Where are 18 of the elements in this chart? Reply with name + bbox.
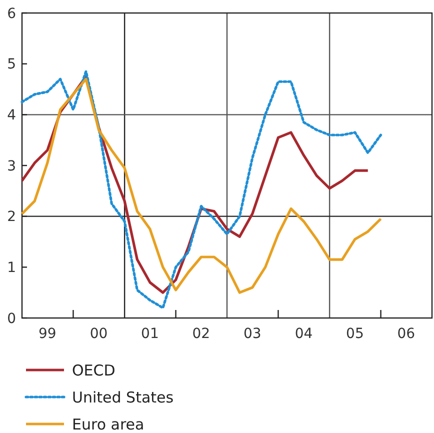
x-tick-label: 05 <box>346 326 364 342</box>
y-tick-label: 4 <box>7 108 16 124</box>
y-tick-label: 1 <box>7 260 16 276</box>
y-tick-label: 0 <box>7 310 16 327</box>
x-tick-label: 00 <box>90 326 108 342</box>
x-tick-label: 02 <box>192 326 210 342</box>
y-tick-label: 2 <box>7 209 16 226</box>
y-tick-label: 3 <box>7 158 16 174</box>
x-tick-label: 04 <box>294 326 313 342</box>
x-tick-label: 03 <box>243 326 262 342</box>
y-tick-label: 6 <box>7 6 16 22</box>
x-tick-label: 01 <box>141 326 159 342</box>
x-tick-label: 99 <box>38 326 56 342</box>
legend-label: OECD <box>72 361 116 380</box>
y-tick-label: 5 <box>7 56 16 73</box>
legend-label: United States <box>72 388 174 406</box>
x-tick-label: 06 <box>397 326 416 342</box>
legend-label: Euro area <box>72 415 144 433</box>
